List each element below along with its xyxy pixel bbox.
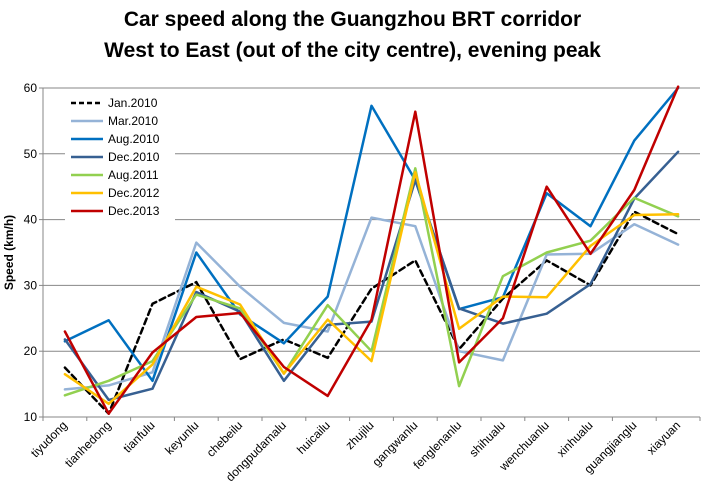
chart-subtitle: West to East (out of the city centre), e…: [104, 39, 601, 62]
legend-label: Aug.2010: [108, 132, 160, 146]
y-tick-label: 20: [24, 344, 38, 358]
x-tick-label: huicailu: [294, 418, 333, 457]
legend-label: Dec.2010: [108, 150, 160, 164]
y-tick-label: 60: [24, 81, 38, 95]
series-line-jan-2010: [63, 210, 680, 415]
x-tick-label: tiyudong: [28, 418, 70, 460]
x-tick-label: chebeilu: [204, 418, 246, 460]
y-axis-title: Speed (km/h): [2, 215, 16, 290]
x-tick-label: keyunlu: [162, 418, 201, 457]
x-tick-label: tianfulu: [120, 418, 157, 455]
y-tick-label: 30: [24, 278, 38, 292]
legend: Jan.2010 Mar.2010 Aug.2010 Dec.2010 Aug.2011…: [65, 94, 175, 226]
x-tick-label: xiayuan: [644, 418, 683, 457]
x-tick-label: xinhualu: [554, 418, 596, 460]
y-tick-label: 40: [24, 213, 38, 227]
series-line-mar-2010: [63, 216, 680, 391]
legend-label: Dec.2012: [108, 186, 160, 200]
legend-label: Dec.2013: [108, 204, 160, 218]
x-tick-label: zhujilu: [343, 418, 377, 452]
legend-label: Mar.2010: [108, 114, 158, 128]
x-tick-label: tianhedong: [62, 418, 114, 470]
series-line-dec-2013: [63, 85, 680, 415]
legend-label: Aug.2011: [108, 168, 159, 182]
series-line-dec-2012: [63, 170, 680, 406]
chart-title-block: Car speed along the Guangzhou BRT corrid…: [0, 4, 705, 66]
y-tick-label: 50: [24, 147, 38, 161]
chart-title: Car speed along the Guangzhou BRT corrid…: [123, 8, 582, 31]
legend-background: [65, 94, 175, 226]
x-tick-label: shihualu: [467, 418, 509, 460]
series-lines: [63, 85, 680, 415]
legend-label: Jan.2010: [108, 96, 158, 110]
y-tick-label: 10: [24, 410, 38, 424]
